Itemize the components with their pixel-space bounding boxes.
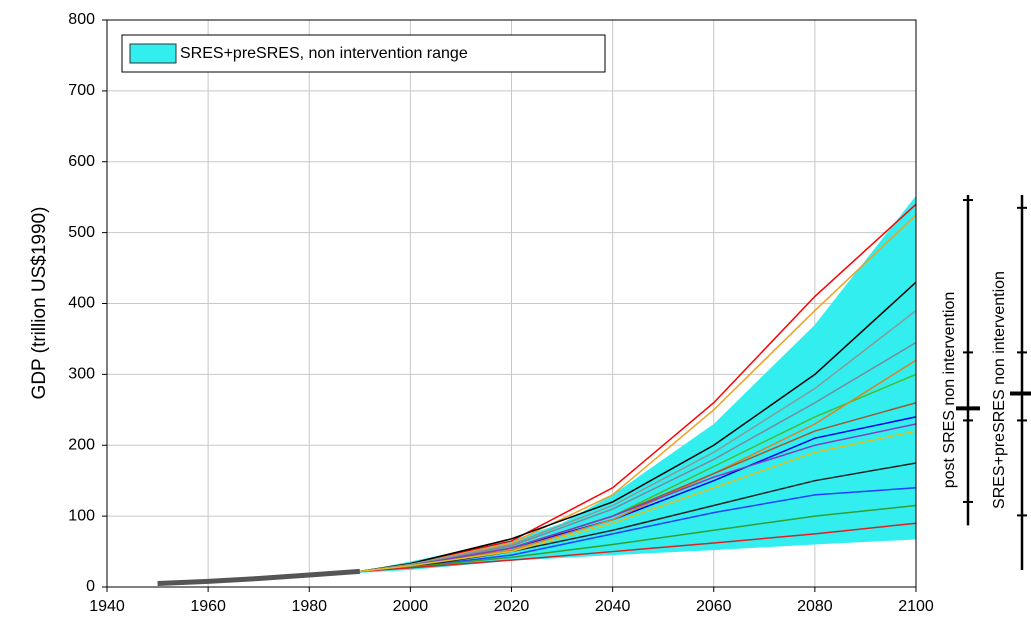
x-tick-label: 1980 <box>291 598 327 615</box>
x-tick-label: 2000 <box>393 598 429 615</box>
legend-label: SRES+preSRES, non intervention range <box>180 45 468 62</box>
y-tick-label: 600 <box>68 153 95 170</box>
x-tick-label: 2080 <box>797 598 833 615</box>
series-line <box>359 309 917 573</box>
y-tick-label: 0 <box>86 578 95 595</box>
y-tick-label: 400 <box>68 295 95 312</box>
legend-swatch <box>129 43 177 64</box>
x-tick-label: 1960 <box>190 598 226 615</box>
y-tick-label: 300 <box>68 366 95 383</box>
x-tick-label: 2040 <box>595 598 631 615</box>
y-tick-label: 100 <box>68 507 95 524</box>
plot-frame <box>106 19 917 588</box>
history-line <box>157 568 360 586</box>
y-tick-label: 700 <box>68 82 95 99</box>
range-label: SRES+preSRES non intervention <box>991 271 1008 509</box>
range-band <box>359 195 916 573</box>
y-axis-label: GDP (trillion US$1990) <box>29 207 50 400</box>
x-tick-label: 1940 <box>89 598 125 615</box>
series-line <box>359 522 917 573</box>
series-line <box>359 430 917 573</box>
y-tick-label: 500 <box>68 224 95 241</box>
x-tick-label: 2100 <box>898 598 934 615</box>
y-tick-label: 200 <box>68 436 95 453</box>
legend-box <box>121 34 606 73</box>
y-tick-label: 800 <box>68 11 95 28</box>
range-label: post SRES non intervention <box>941 292 958 489</box>
x-tick-label: 2060 <box>696 598 732 615</box>
x-tick-label: 2020 <box>494 598 530 615</box>
